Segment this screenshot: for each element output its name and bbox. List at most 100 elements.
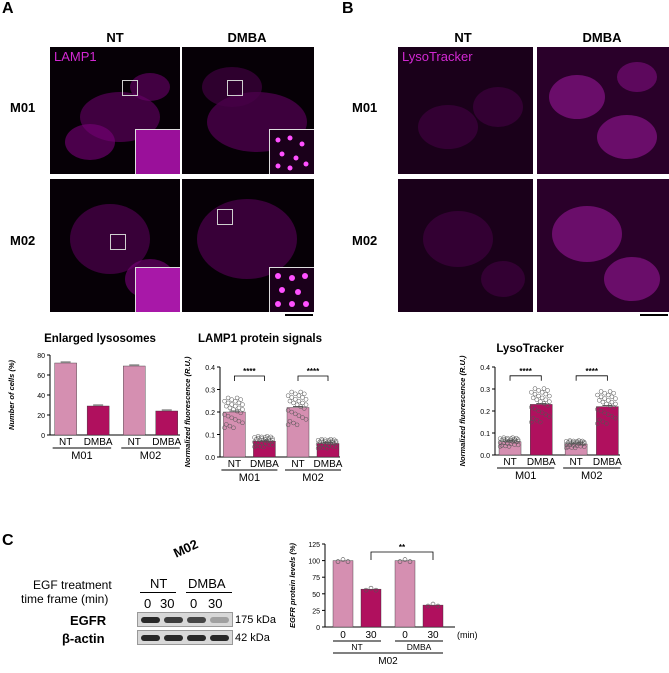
data-point xyxy=(296,413,302,418)
data-point xyxy=(289,409,294,415)
data-point xyxy=(285,422,291,428)
x-tick-label: NT xyxy=(291,459,304,470)
y-tick-label: 0.0 xyxy=(480,453,490,460)
y-tick-label: 0.4 xyxy=(205,365,215,372)
panel-letter-b: B xyxy=(342,0,354,17)
data-point xyxy=(321,445,326,450)
data-point xyxy=(541,386,547,391)
data-point xyxy=(536,393,541,399)
group-label-dmba: DMBA xyxy=(188,576,226,591)
x-tick-label: 30 xyxy=(427,630,439,641)
bar xyxy=(530,404,553,456)
blot-band xyxy=(141,617,160,623)
data-point xyxy=(598,389,604,394)
row-header-m01-a: M01 xyxy=(10,100,36,115)
significance-bracket xyxy=(509,375,542,381)
y-tick-label: 0.2 xyxy=(205,410,215,417)
data-point xyxy=(225,395,231,401)
data-point xyxy=(563,439,569,444)
data-point xyxy=(609,414,615,419)
data-point xyxy=(324,445,330,451)
data-point xyxy=(252,435,257,440)
data-point xyxy=(266,437,272,443)
x-tick-label: 30 xyxy=(365,630,377,641)
stain-label-lamp1: LAMP1 xyxy=(54,49,97,64)
data-point xyxy=(240,407,245,412)
data-point xyxy=(581,444,587,449)
zoom-inset xyxy=(269,267,314,312)
micrograph-b-nt-m02 xyxy=(398,179,533,312)
data-point xyxy=(397,559,403,564)
data-point xyxy=(363,587,369,593)
bar xyxy=(286,407,310,458)
data-point xyxy=(229,402,234,407)
data-point xyxy=(373,587,379,593)
data-point xyxy=(402,557,408,562)
data-point xyxy=(541,401,547,406)
data-point xyxy=(613,415,618,421)
bar xyxy=(54,362,77,436)
data-point xyxy=(345,559,351,564)
y-tick-label: 0.3 xyxy=(205,388,215,395)
data-point xyxy=(613,401,618,407)
data-point xyxy=(252,439,257,445)
bar xyxy=(123,365,146,436)
group-label: M01 xyxy=(515,470,536,482)
data-point xyxy=(503,443,508,449)
data-point xyxy=(536,388,541,393)
data-point xyxy=(602,396,607,401)
band-label-egfr: EGFR xyxy=(70,613,107,628)
data-point xyxy=(302,391,307,397)
cells-pattern xyxy=(197,199,297,279)
significance-label: **** xyxy=(243,367,256,376)
cells-pattern xyxy=(423,211,525,297)
data-point xyxy=(538,399,543,404)
data-point xyxy=(506,444,512,449)
data-point xyxy=(595,421,600,426)
data-point xyxy=(571,439,576,445)
data-point xyxy=(505,437,510,442)
data-point xyxy=(600,399,606,405)
data-point xyxy=(600,419,606,425)
data-point xyxy=(547,393,552,399)
x-tick-label: DMBA xyxy=(250,459,279,470)
zoom-inset xyxy=(135,267,180,312)
x-tick-label: NT xyxy=(128,437,141,448)
group-label: M01 xyxy=(71,450,92,462)
group-label: M02 xyxy=(581,470,602,482)
blot-band xyxy=(141,635,160,641)
data-point xyxy=(529,390,534,395)
y-tick-label: 125 xyxy=(308,542,320,549)
data-point xyxy=(300,400,305,406)
data-point xyxy=(300,415,305,420)
chart-title-lysotracker: LysoTracker xyxy=(496,343,564,355)
roi-box xyxy=(227,80,243,96)
data-point xyxy=(532,391,538,397)
data-point xyxy=(236,405,242,411)
chart-lysotracker: 0.0 0.1 0.2 0.3 0.4 Normalized fluorescence (… xyxy=(458,355,622,482)
data-point xyxy=(595,407,600,412)
significance-bracket xyxy=(575,375,608,381)
data-point xyxy=(294,402,300,408)
data-point xyxy=(291,420,296,426)
bar xyxy=(86,405,110,436)
data-point xyxy=(285,393,291,398)
data-point xyxy=(293,411,298,417)
data-point xyxy=(578,440,583,446)
data-point xyxy=(543,397,549,402)
zoom-inset xyxy=(135,129,180,174)
col-header-dmba-a: DMBA xyxy=(227,30,267,45)
data-point xyxy=(225,400,231,406)
y-tick-label: 0.1 xyxy=(205,433,215,440)
stain-label-lysotracker: LysoTracker xyxy=(402,49,473,64)
data-point xyxy=(534,417,540,423)
time-label-2: 0 xyxy=(190,596,198,611)
data-point xyxy=(508,437,514,443)
micrograph-b-dmba-m01 xyxy=(537,47,669,174)
data-point xyxy=(597,398,602,403)
time-label-1: 30 xyxy=(160,596,175,611)
data-point xyxy=(225,413,231,419)
y-axis-label: Number of cells (%) xyxy=(7,359,16,430)
data-point xyxy=(270,442,275,448)
treatment-label-line1: EGF treatment xyxy=(33,578,112,592)
